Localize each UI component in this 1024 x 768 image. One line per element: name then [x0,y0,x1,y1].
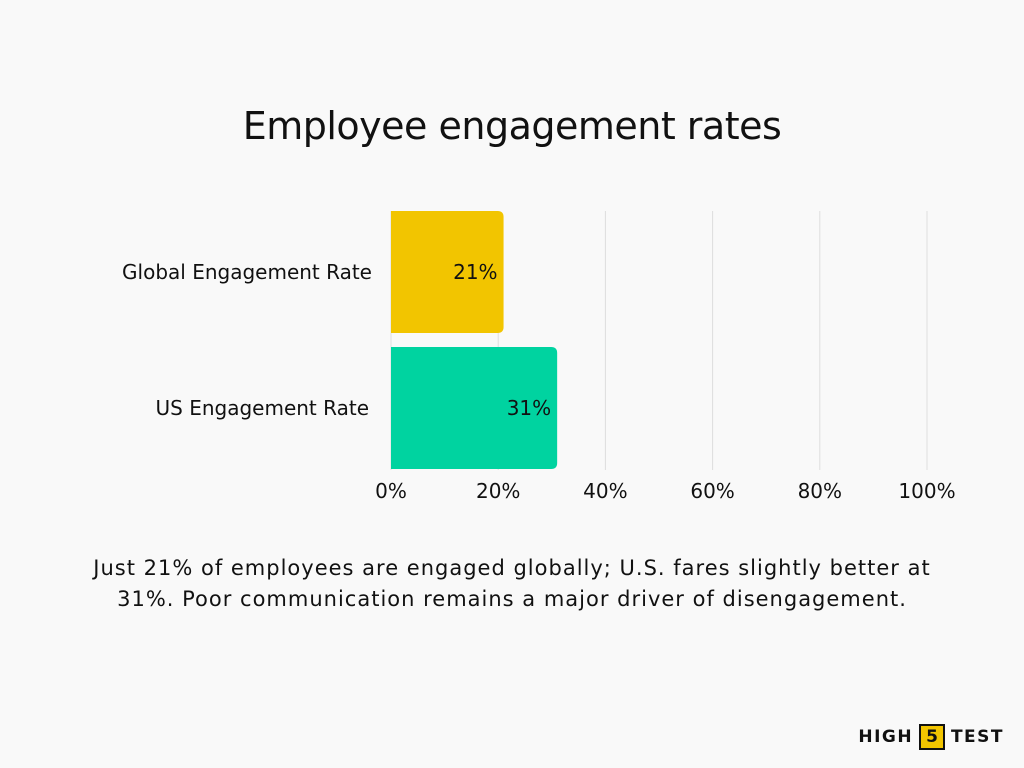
x-tick-label-80: 80% [798,479,842,503]
logo-number-badge: 5 [919,724,945,750]
data-label-global-engagement-rate: 21% [453,260,497,284]
logo-text-right: TEST [950,727,1004,747]
labels: 0% 20% 40% 60% 80% 100% Global Engagement Rate… [122,260,956,503]
data-label-us-engagement-rate: 31% [507,396,551,420]
logo-text-left: HIGH [858,727,914,747]
bar-chart: 0% 20% 40% 60% 80% 100% Global Engagement Rate… [122,211,956,503]
category-label-us-engagement-rate: US Engagement Rate [156,396,369,420]
x-tick-label-60: 60% [690,479,734,503]
x-tick-label-0: 0% [375,479,407,503]
bar-us-engagement-rate [391,347,558,469]
chart-caption: Just 21% of employees are engaged global… [93,556,931,611]
brand-logo: HIGH 5 TEST [858,724,1004,750]
bar-global-engagement-rate [391,211,504,333]
x-tick-label-40: 40% [583,479,627,503]
x-tick-label-20: 20% [476,479,520,503]
bars [391,211,558,469]
chart-title: Employee engagement rates [242,104,782,148]
x-tick-label-100: 100% [898,479,955,503]
category-label-global-engagement-rate: Global Engagement Rate [122,260,372,284]
